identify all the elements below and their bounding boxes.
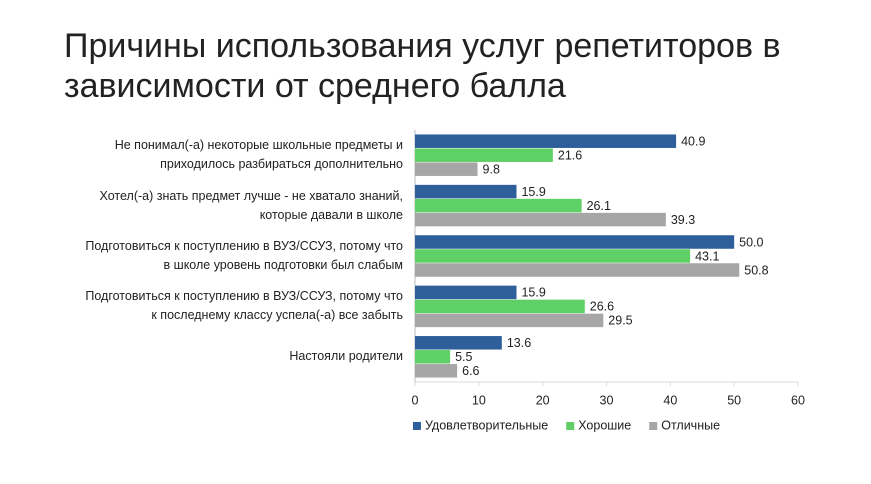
x-tick-label: 40 — [663, 393, 677, 407]
bar — [415, 313, 604, 328]
data-label: 9.8 — [483, 162, 500, 176]
bar — [415, 235, 735, 249]
bar — [415, 134, 677, 148]
legend-label: Отличные — [661, 418, 720, 432]
data-label: 50.0 — [739, 235, 763, 249]
legend-label: Удовлетворительные — [425, 418, 548, 432]
legend-swatch — [566, 422, 575, 430]
category-label: Не понимал(-а) некоторые школьные предме… — [114, 138, 403, 172]
legend-swatch — [412, 422, 421, 430]
bar — [415, 212, 666, 227]
data-label: 15.9 — [521, 185, 545, 199]
bar — [415, 148, 553, 162]
data-label: 43.1 — [695, 249, 719, 263]
bar — [415, 198, 582, 213]
bar — [415, 299, 585, 314]
bar — [415, 285, 517, 300]
data-label: 15.9 — [521, 286, 545, 300]
category-label: Подготовиться к поступлению в ВУЗ/ССУЗ, … — [85, 289, 403, 323]
data-label: 39.3 — [671, 213, 695, 227]
x-tick-label: 30 — [600, 393, 614, 407]
bar — [415, 249, 691, 263]
x-tick-label: 20 — [536, 393, 550, 407]
bar — [415, 263, 740, 277]
category-label: Хотел(-а) знать предмет лучше - не хвата… — [99, 188, 403, 222]
bar — [415, 336, 502, 350]
x-tick-label: 10 — [472, 393, 486, 407]
x-tick-label: 50 — [727, 393, 741, 407]
category-label: Подготовиться к поступлению в ВУЗ/ССУЗ, … — [85, 239, 403, 272]
x-tick-label: 0 — [412, 393, 419, 407]
bar — [415, 364, 458, 378]
data-label: 26.1 — [587, 199, 611, 213]
data-label: 40.9 — [681, 134, 705, 148]
category-label: Настояли родители — [289, 349, 403, 364]
data-label: 29.5 — [608, 314, 632, 328]
x-tick-label: 60 — [791, 393, 805, 407]
chart-title: Причины использования услуг репетиторов … — [64, 27, 781, 105]
data-label: 13.6 — [507, 336, 531, 350]
bar — [415, 162, 478, 176]
data-label: 21.6 — [558, 148, 582, 162]
bar — [415, 184, 517, 199]
data-label: 50.8 — [744, 263, 768, 277]
data-label: 5.5 — [455, 350, 472, 364]
legend-swatch — [649, 422, 658, 430]
data-label: 26.6 — [590, 300, 614, 314]
data-label: 6.6 — [462, 364, 479, 378]
legend-label: Хорошие — [578, 418, 631, 432]
bar — [415, 350, 451, 364]
